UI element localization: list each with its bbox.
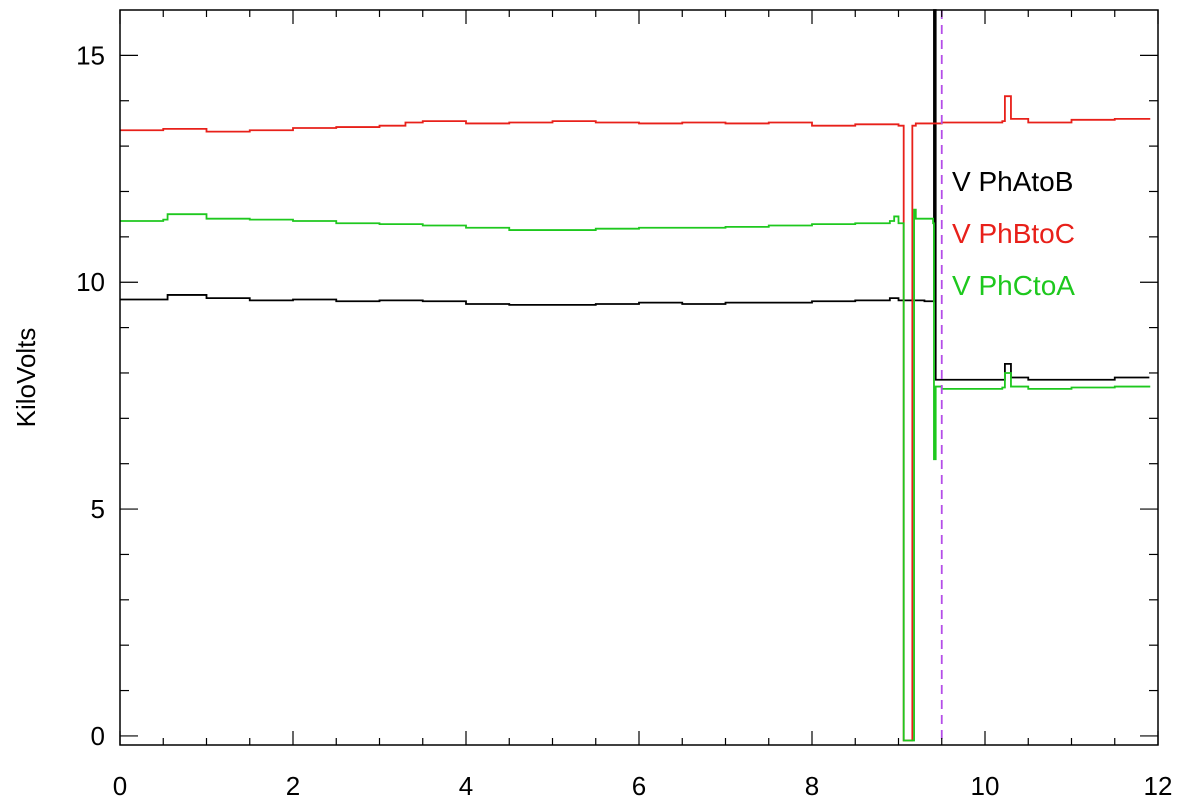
- legend-entry: V PhBtoC: [952, 218, 1075, 249]
- x-tick-label: 12: [1144, 771, 1173, 801]
- legend-entry: V PhAtoB: [952, 166, 1073, 197]
- x-axis: 0 2 4 6 8 10 12: [113, 10, 1173, 801]
- legend-entry: V PhCtoA: [952, 270, 1075, 301]
- x-tick-label: 2: [286, 771, 300, 801]
- series-line: [120, 95, 1151, 742]
- x-tick-label: 0: [113, 771, 127, 801]
- y-tick-label: 0: [91, 721, 105, 751]
- y-tick-label: 15: [76, 40, 105, 70]
- y-tick-label: 5: [91, 494, 105, 524]
- plot-frame: [119, 9, 1159, 746]
- x-tick-label: 4: [459, 771, 473, 801]
- y-axis-label: KiloVolts: [11, 328, 41, 428]
- series-lines: [120, 9, 1151, 742]
- x-tick-label: 8: [805, 771, 819, 801]
- y-axis: 0 5 10 15: [76, 40, 1158, 751]
- series-line: [120, 9, 1150, 381]
- series-line: [120, 208, 1151, 742]
- x-tick-label: 10: [971, 771, 1000, 801]
- x-tick-label: 6: [632, 771, 646, 801]
- y-tick-label: 10: [76, 267, 105, 297]
- legend: V PhAtoB V PhBtoC V PhCtoA: [952, 166, 1075, 301]
